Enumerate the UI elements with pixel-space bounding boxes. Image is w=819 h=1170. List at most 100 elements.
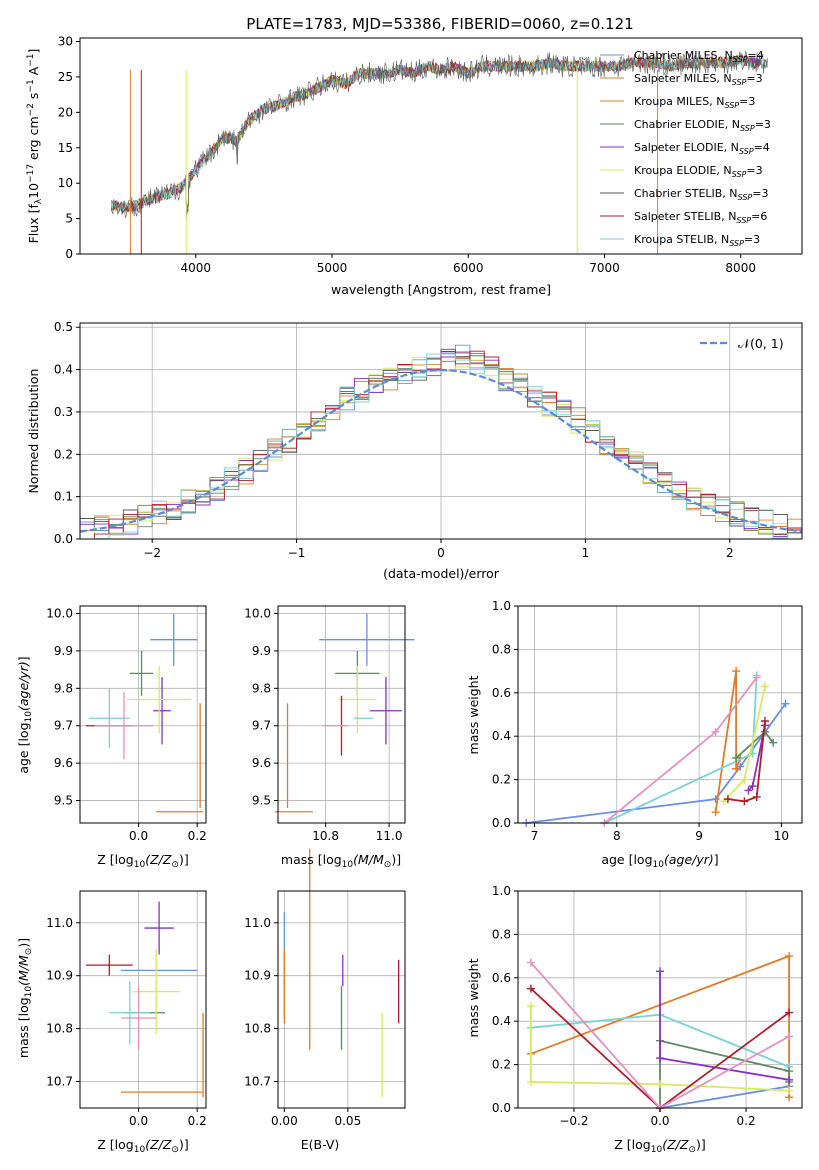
- weight-marker: [526, 984, 535, 993]
- weight-series: [656, 967, 794, 1084]
- y-tick-label: 10: [58, 176, 73, 190]
- errorbar-point: [370, 677, 402, 745]
- y-tick-label: 0.0: [54, 532, 73, 546]
- y-tick-label: 0.0: [492, 816, 511, 830]
- errorbar-point: [132, 949, 180, 1034]
- axes-frame: [517, 605, 803, 824]
- y-tick-label: 10.9: [46, 969, 73, 983]
- y-tick-label: 10.8: [46, 1022, 73, 1036]
- weight-line: [604, 675, 758, 824]
- grid-lines: [80, 891, 206, 1108]
- residuals-ylabel: Normed distribution: [26, 369, 41, 494]
- weight-marker: [740, 775, 749, 784]
- weight-series: [723, 717, 769, 806]
- y-tick-label: 11.0: [46, 916, 73, 930]
- legend-label: Kroupa MILES, NSSP=3: [634, 95, 755, 110]
- weight-line: [714, 670, 742, 813]
- x-tick-label: 9: [695, 829, 703, 843]
- axes-frame: [277, 890, 406, 1109]
- weight-marker: [785, 952, 794, 961]
- y-tick-label: 9.8: [252, 681, 271, 695]
- x-tick-label: 8: [613, 829, 621, 843]
- y-tick-label: 1.0: [492, 884, 511, 898]
- massweight-vs-age-panel: 7 8 9 10 0.0 0.2 0.4 0.6 0.8 1.0: [492, 599, 803, 843]
- x-tick-label: 4000: [181, 261, 212, 275]
- age-vs-z-panel: 0.0 0.2 9.5 9.6 9.7 9.8 9.9 10.0: [46, 605, 207, 843]
- weight-series: [711, 667, 745, 817]
- weight-marker: [740, 797, 749, 806]
- y-tick-label: 9.5: [252, 794, 271, 808]
- errorbar-point: [109, 980, 151, 1045]
- y-tick-label: 9.6: [252, 756, 271, 770]
- weight-series: [656, 1036, 794, 1112]
- weight-marker: [656, 967, 664, 976]
- legend-label: Chabrier MILES, NSSP=4: [634, 49, 764, 64]
- y-tick-label: 5: [65, 212, 73, 226]
- y-tick-label: 10.0: [244, 606, 271, 620]
- y-tick-label: 0.6: [492, 686, 511, 700]
- y-tick-label: 9.5: [54, 794, 73, 808]
- y-tick-label: 10.7: [244, 1075, 271, 1089]
- mass-vs-z-panel: 0.0 0.2 10.7 10.8 10.9 11.0: [46, 890, 207, 1128]
- y-tick-label: 9.8: [54, 681, 73, 695]
- spectrum-legend: Chabrier MILES, NSSP=4 Salpeter MILES, NS…: [600, 49, 771, 248]
- weight-marker: [526, 1077, 535, 1086]
- y-tick-label: 0.8: [492, 927, 511, 941]
- errorbar-point: [338, 665, 377, 734]
- axes-frame: [79, 890, 207, 1109]
- massz-ylabel: mass [log10(M/M⊙)]: [16, 938, 34, 1058]
- agem-xlabel: mass [log10(M/M⊙)]: [281, 852, 401, 870]
- x-tick-label: 10: [774, 829, 789, 843]
- y-tick-label: 0.2: [492, 773, 511, 787]
- errorbar-point: [144, 901, 174, 955]
- massebv-xlabel: E(B-V): [301, 1137, 340, 1152]
- x-tick-label: 0.2: [737, 1114, 756, 1128]
- weight-marker: [785, 1075, 794, 1084]
- weight-marker: [785, 1008, 794, 1017]
- x-tick-label: 6000: [453, 261, 484, 275]
- weight-marker: [760, 717, 769, 726]
- weight-marker: [723, 795, 732, 804]
- y-tick-label: 9.7: [252, 719, 271, 733]
- y-tick-label: 0.3: [54, 405, 73, 419]
- y-tick-label: 9.7: [54, 719, 73, 733]
- mwage-xlabel: age [log10(age/yr)]: [601, 852, 718, 870]
- y-tick-label: 30: [58, 35, 73, 49]
- y-tick-label: 0.4: [492, 729, 511, 743]
- weight-marker: [711, 727, 720, 736]
- figure-title: PLATE=1783, MJD=53386, FIBERID=0060, z=0…: [246, 15, 633, 33]
- weight-marker: [656, 1054, 664, 1063]
- y-tick-label: 0.0: [492, 1101, 511, 1115]
- weight-marker: [732, 764, 741, 773]
- mwz-xlabel: Z [log10(Z/Z⊙)]: [614, 1137, 705, 1155]
- errorbar-point: [85, 954, 133, 976]
- weight-marker: [656, 1080, 664, 1089]
- legend-label: Salpeter ELODIE, NSSP=4: [634, 141, 770, 156]
- weight-marker: [769, 738, 778, 747]
- y-tick-label: 10.9: [244, 969, 271, 983]
- weight-marker: [748, 782, 757, 791]
- mwz-ylabel: mass weight: [466, 958, 481, 1037]
- weight-line: [747, 725, 766, 792]
- normal-legend-label: 𝒩(0, 1): [738, 336, 784, 351]
- y-tick-label: 10.7: [46, 1075, 73, 1089]
- x-tick-label: −2: [143, 546, 161, 560]
- y-tick-label: 25: [58, 70, 73, 84]
- residuals-panel: −2 −1 0 1 2 0.0 0.1 0.2 0.3 0.4 0.5 (data-model)/e…: [26, 320, 803, 581]
- weight-marker: [719, 797, 728, 806]
- weight-series: [719, 682, 769, 806]
- mass-vs-ebv-panel: 0.00 0.05 10.7 10.8 10.9 11.0: [244, 848, 406, 1128]
- grid-lines: [278, 606, 405, 823]
- x-tick-label: 5000: [317, 261, 348, 275]
- x-tick-label: −1: [288, 546, 306, 560]
- weight-marker: [526, 1002, 535, 1011]
- spectrum-xlabel: wavelength [Angstrom, rest frame]: [331, 282, 551, 297]
- legend-label: Chabrier STELIB, NSSP=3: [634, 187, 768, 202]
- y-tick-label: 9.6: [54, 756, 73, 770]
- weight-marker: [752, 673, 761, 682]
- y-tick-label: 1.0: [492, 599, 511, 613]
- weight-line: [530, 1006, 790, 1092]
- residuals-legend: 𝒩(0, 1): [700, 336, 784, 351]
- y-tick-label: 9.9: [54, 644, 73, 658]
- legend-label: Salpeter STELIB, NSSP=6: [634, 210, 767, 225]
